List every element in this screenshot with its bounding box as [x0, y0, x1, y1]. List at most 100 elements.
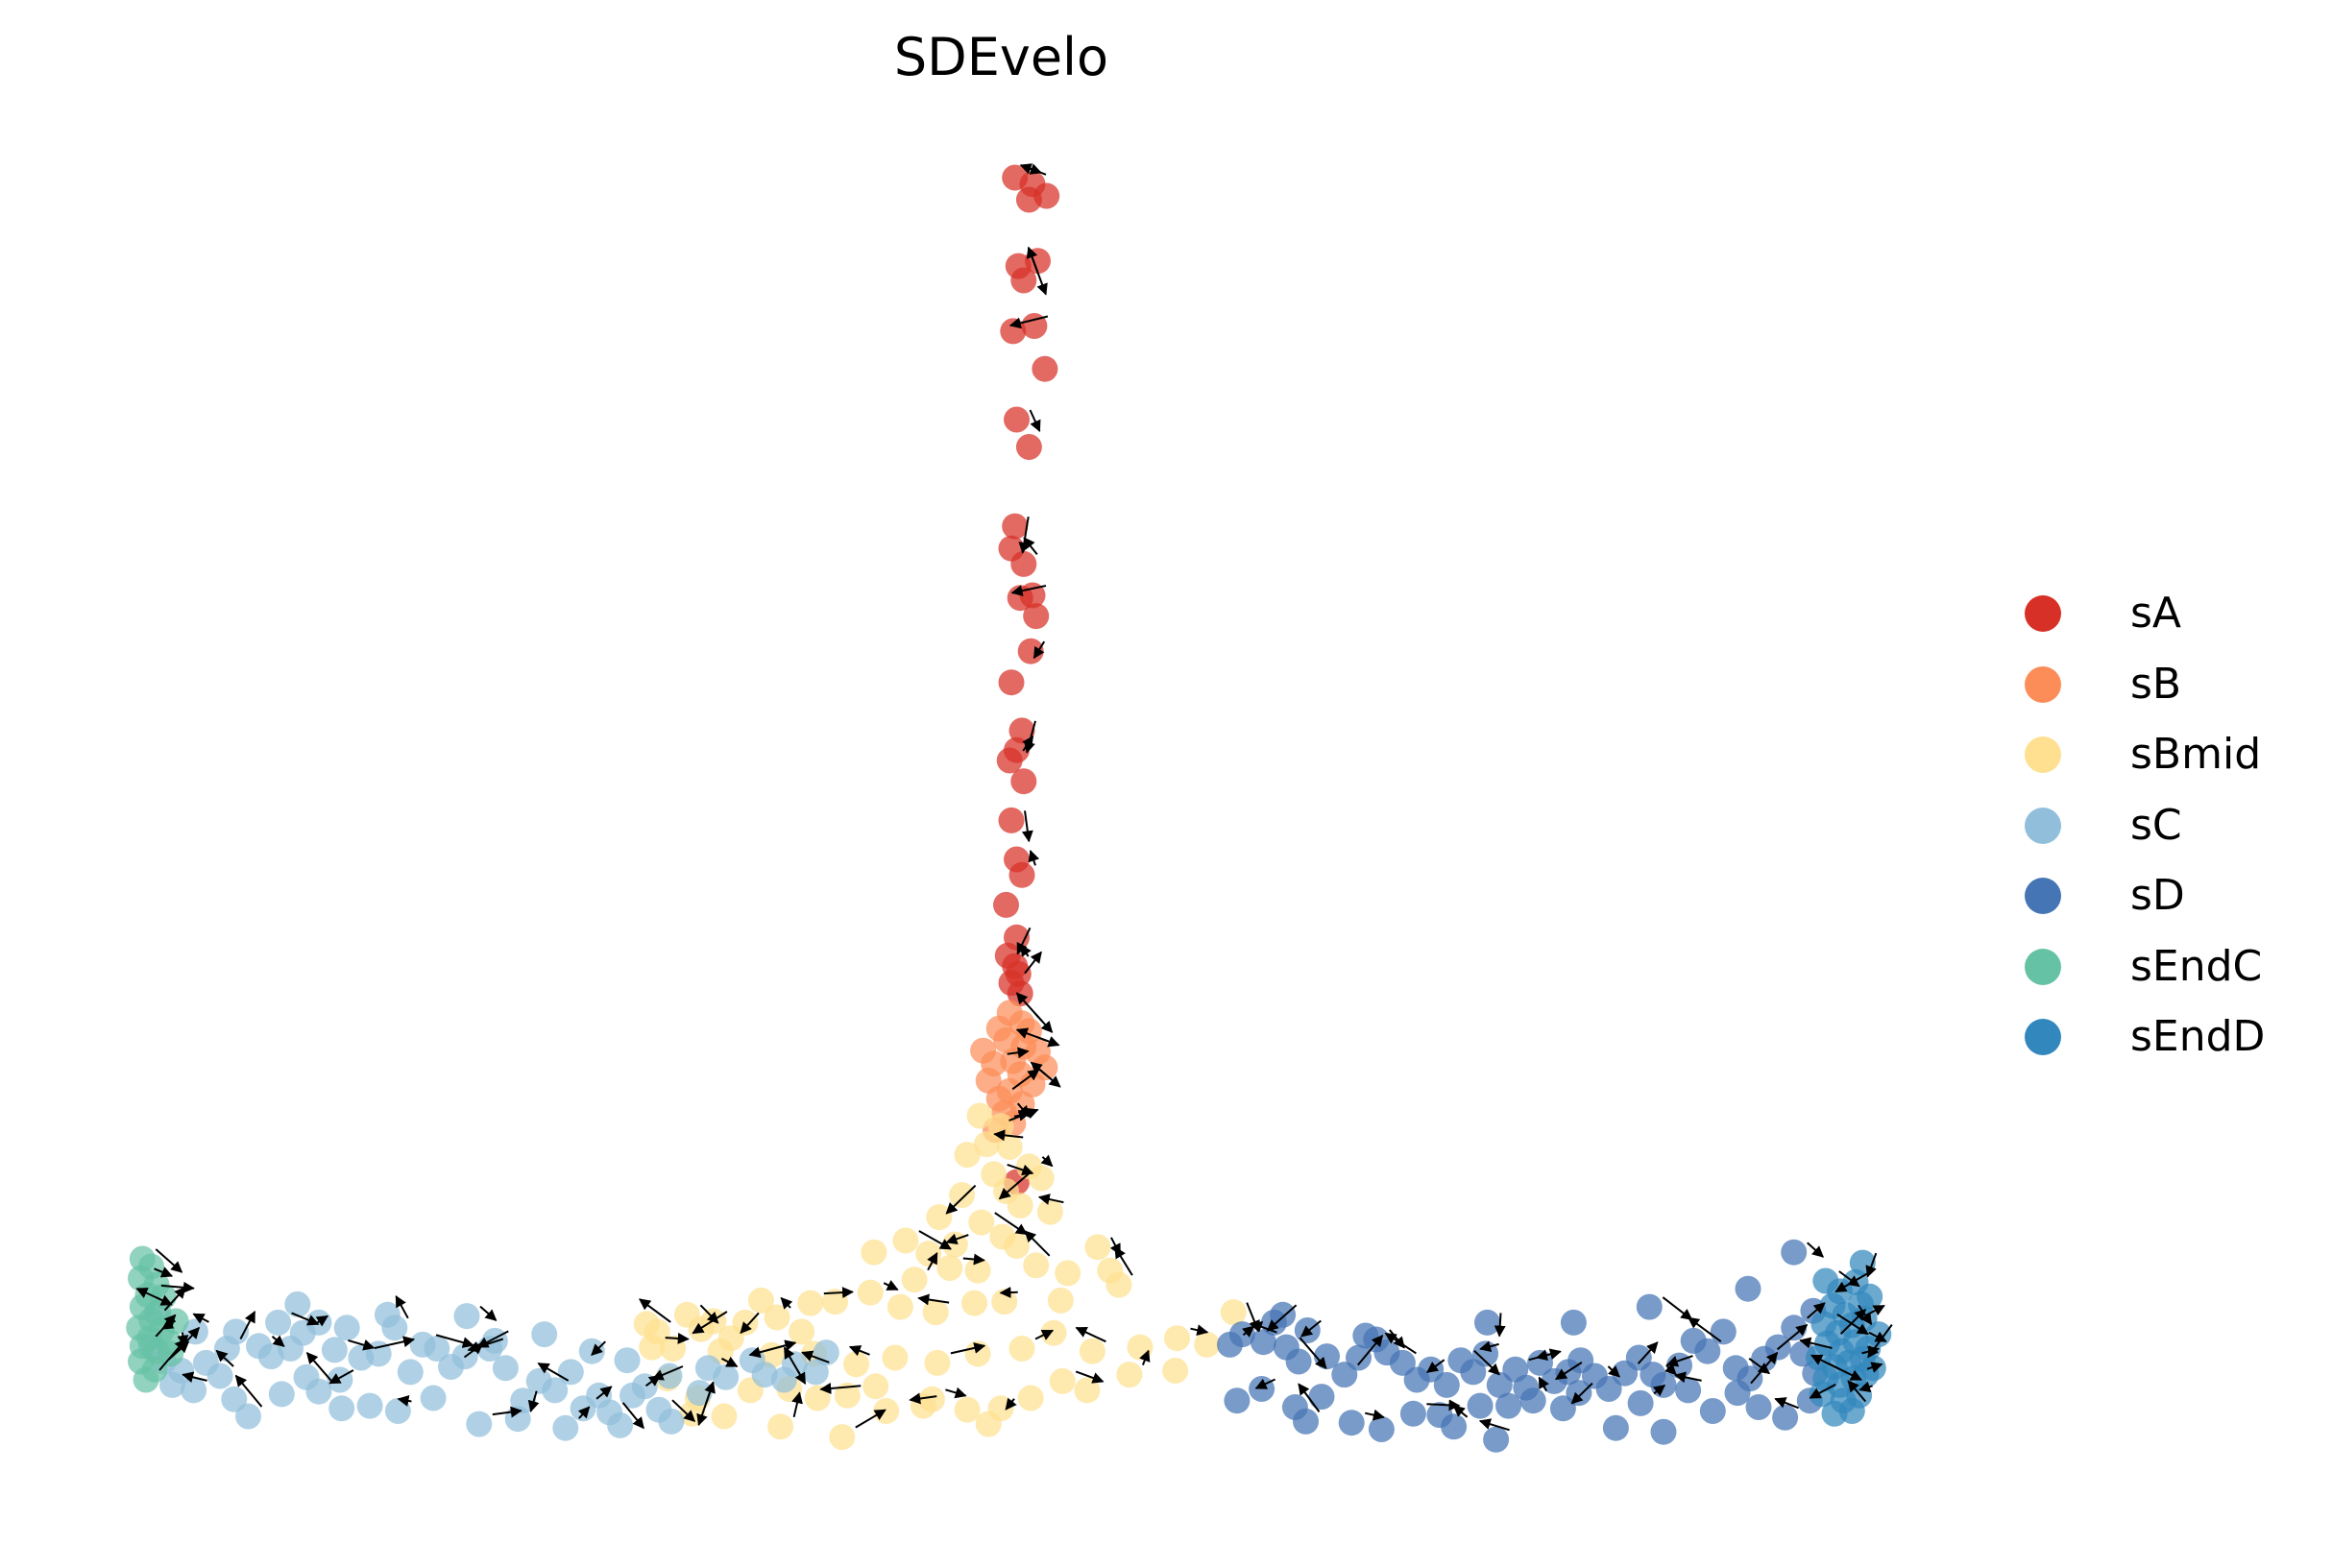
point-sEndC-17 — [158, 1340, 184, 1367]
point-sBmid-26 — [1047, 1287, 1074, 1314]
velocity-arrow-94 — [305, 1351, 333, 1383]
velocity-arrow-119 — [1637, 1341, 1659, 1364]
velocity-arrow-108 — [1300, 1319, 1322, 1338]
point-sEndD-26 — [1838, 1398, 1865, 1424]
point-sBmid-57 — [1164, 1325, 1190, 1352]
point-sBmid-19 — [936, 1255, 963, 1281]
velocity-arrow-132 — [1478, 1418, 1510, 1432]
point-sC-38 — [504, 1406, 531, 1433]
velocity-arrow-42 — [917, 1293, 950, 1306]
velocity-arrow-72 — [239, 1311, 256, 1339]
point-sA-22 — [996, 747, 1023, 774]
point-sD-61 — [1650, 1418, 1677, 1445]
legend-label-sD: sD — [2130, 871, 2185, 920]
velocity-arrow-125 — [1807, 1302, 1826, 1319]
velocity-arrow-117 — [1554, 1362, 1583, 1381]
point-sD-60 — [1627, 1389, 1654, 1416]
velocity-arrow-43 — [883, 1280, 899, 1291]
velocity-arrow-143 — [155, 1248, 183, 1273]
velocity-arrow-36 — [918, 1230, 952, 1250]
point-sBmid-83 — [901, 1266, 928, 1293]
velocity-arrow-33 — [1037, 1194, 1064, 1205]
velocity-arrow-5 — [1029, 409, 1041, 432]
velocity-arrow-159 — [1868, 1331, 1887, 1342]
point-sEndD-27 — [1859, 1355, 1886, 1382]
legend-label-sB: sB — [2130, 659, 2182, 709]
point-sBmid-56 — [1127, 1334, 1154, 1361]
velocity-arrow-62 — [819, 1382, 862, 1394]
velocity-arrow-87 — [671, 1399, 696, 1423]
point-sBmid-10 — [1007, 1193, 1033, 1218]
point-sC-59 — [578, 1338, 605, 1364]
point-sBmid-44 — [633, 1311, 660, 1338]
point-sC-48 — [268, 1381, 295, 1408]
velocity-arrow-127 — [1254, 1378, 1276, 1389]
point-sD-66 — [1772, 1404, 1799, 1431]
point-sC-36 — [658, 1408, 685, 1435]
point-sBmid-50 — [882, 1344, 909, 1371]
point-sD-52 — [1441, 1413, 1468, 1440]
point-sA-6 — [1010, 267, 1037, 294]
velocity-arrow-67 — [945, 1387, 967, 1399]
point-sD-71 — [1560, 1309, 1587, 1336]
point-sD-2 — [1250, 1329, 1276, 1356]
velocity-arrow-38 — [1024, 1230, 1051, 1257]
point-sD-35 — [1710, 1318, 1737, 1345]
velocity-arrow-167 — [1867, 1324, 1893, 1359]
point-sBmid-9 — [949, 1182, 976, 1209]
velocity-arrow-50 — [665, 1332, 690, 1344]
point-sC-66 — [751, 1362, 778, 1388]
point-sC-46 — [221, 1386, 248, 1412]
velocity-arrow-133 — [1538, 1376, 1549, 1392]
velocity-arrow-22 — [1007, 1047, 1030, 1059]
point-sA-23 — [1010, 768, 1037, 795]
point-sD-73 — [1735, 1275, 1761, 1302]
point-sBmid-29 — [922, 1299, 949, 1326]
velocity-arrow-128 — [1298, 1383, 1321, 1412]
legend-label-sEndC: sEndC — [2130, 941, 2263, 991]
velocity-arrow-84 — [595, 1386, 613, 1400]
velocity-arrow-76 — [348, 1339, 376, 1351]
point-sA-17 — [1023, 603, 1050, 630]
legend-swatch-sD — [2025, 878, 2061, 914]
velocity-arrow-82 — [527, 1390, 540, 1412]
velocity-arrow-140 — [1494, 1313, 1506, 1338]
point-sC-47 — [181, 1377, 207, 1404]
point-sC-14 — [333, 1315, 360, 1341]
point-sBmid-64 — [1017, 1385, 1044, 1411]
point-sD-50 — [1399, 1400, 1426, 1427]
point-sA-26 — [1008, 861, 1035, 888]
velocity-arrow-63 — [791, 1391, 803, 1418]
point-sC-13 — [321, 1337, 348, 1363]
point-sC-56 — [374, 1301, 401, 1328]
velocity-arrow-83 — [537, 1363, 570, 1382]
point-sBmid-69 — [834, 1382, 861, 1409]
point-sC-45 — [235, 1403, 261, 1430]
velocity-arrow-11 — [1022, 736, 1034, 752]
point-sA-8 — [1021, 313, 1048, 339]
point-sA-10 — [1004, 406, 1030, 433]
velocity-arrow-41 — [999, 1287, 1018, 1299]
velocity-arrow-113 — [1473, 1349, 1500, 1376]
velocity-arrow-137 — [1750, 1351, 1779, 1385]
point-sA-14 — [1010, 550, 1037, 577]
point-sBmid-45 — [639, 1334, 666, 1361]
point-sC-34 — [631, 1373, 658, 1400]
point-sA-12 — [1002, 513, 1029, 540]
velocity-arrow-29 — [993, 1129, 1024, 1142]
point-sBmid-41 — [673, 1301, 700, 1328]
point-sBmid-80 — [975, 1411, 1002, 1437]
velocity-arrow-91 — [328, 1369, 354, 1385]
velocity-arrow-164 — [1809, 1384, 1836, 1399]
point-sD-55 — [1495, 1392, 1521, 1419]
velocity-arrow-7 — [1023, 537, 1038, 556]
point-sA-3 — [1033, 182, 1060, 209]
point-sBmid-36 — [747, 1287, 774, 1314]
velocity-arrow-139 — [1266, 1304, 1298, 1332]
velocity-arrow-59 — [1075, 1370, 1105, 1384]
point-sC-41 — [384, 1398, 411, 1424]
velocity-arrow-78 — [395, 1294, 409, 1319]
velocity-arrow-114 — [1479, 1340, 1499, 1353]
velocity-arrow-52 — [848, 1345, 870, 1357]
